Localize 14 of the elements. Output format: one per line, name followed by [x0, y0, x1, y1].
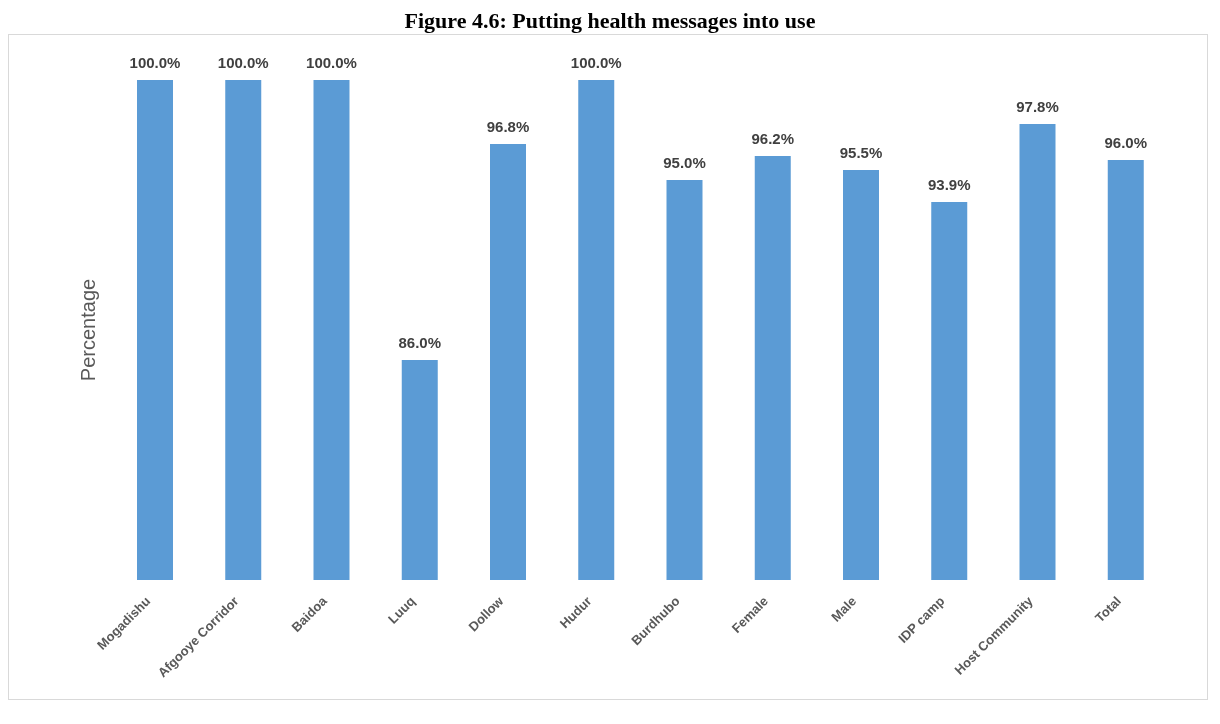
data-label: 95.0% — [663, 154, 706, 171]
data-label: 100.0% — [570, 54, 622, 71]
data-label: 100.0% — [217, 54, 269, 71]
data-label: 100.0% — [306, 54, 357, 71]
data-label: 96.8% — [486, 118, 530, 135]
data-label: 86.0% — [398, 334, 442, 351]
data-label: 93.9% — [927, 176, 971, 193]
data-label: 97.8% — [1016, 98, 1059, 115]
data-label: 96.0% — [1104, 134, 1148, 151]
chart-title: Figure 4.6: Putting health messages into use — [403, 8, 817, 34]
data-label: 95.5% — [839, 144, 883, 161]
data-label: 96.2% — [751, 130, 795, 147]
data-label: 100.0% — [129, 54, 181, 71]
y-axis-title: Percentage — [77, 278, 99, 382]
